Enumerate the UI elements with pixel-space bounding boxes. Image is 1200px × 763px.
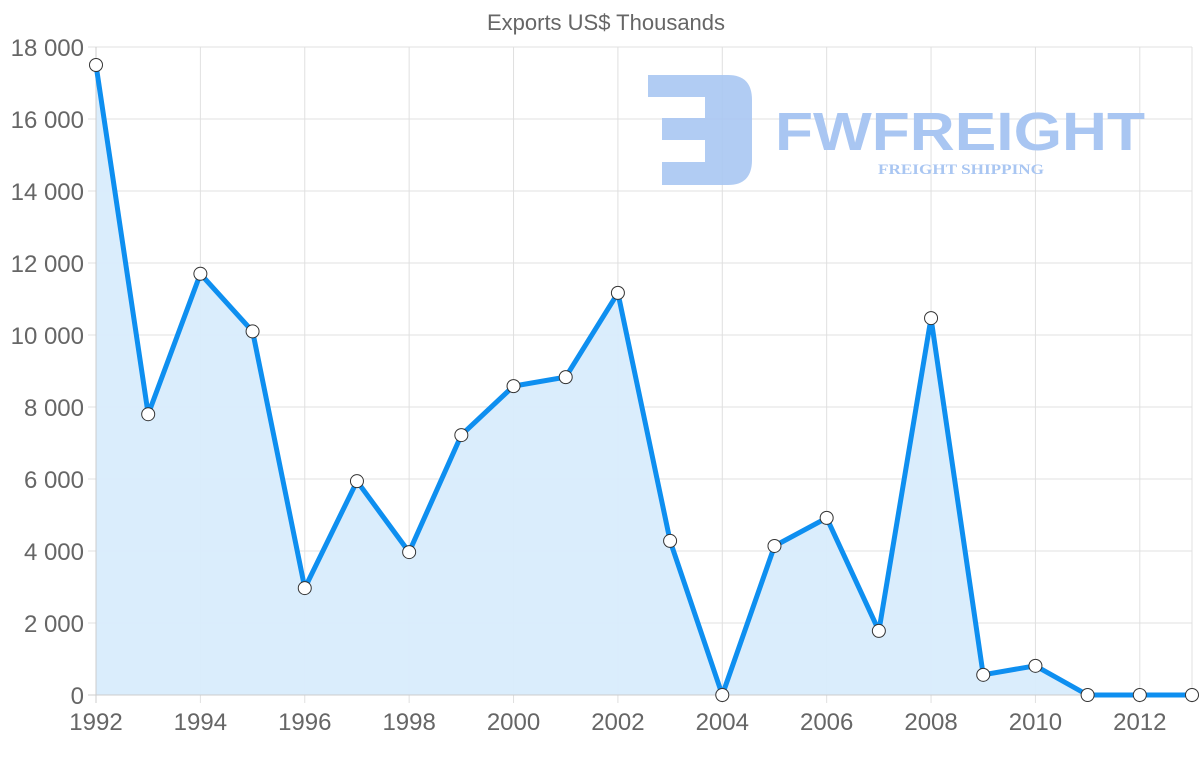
x-tick-label: 2000 [487, 709, 540, 736]
watermark-tagline: FREIGHT SHIPPING [878, 162, 1044, 178]
watermark-brand: FWFREIGHT [775, 102, 1145, 162]
data-point-2011[interactable] [1080, 688, 1095, 702]
axes [88, 47, 1192, 703]
x-tick-label: 2004 [696, 709, 749, 736]
chart-title: Exports US$ Thousands [487, 10, 725, 35]
logo-mark-icon [648, 75, 752, 185]
data-point-2012[interactable] [1132, 688, 1147, 702]
x-tick-label: 2010 [1009, 709, 1062, 736]
x-tick-label: 1992 [69, 709, 122, 736]
x-tick-label: 1994 [174, 709, 227, 736]
data-point-1993[interactable] [141, 407, 156, 422]
data-point-1997[interactable] [349, 474, 364, 489]
y-tick-label: 12 000 [11, 251, 84, 278]
area-fill [96, 65, 1192, 695]
x-tick-label: 2002 [591, 709, 644, 736]
x-tick-label: 1998 [382, 709, 435, 736]
data-point-2005[interactable] [767, 538, 782, 553]
data-point-2006[interactable] [819, 510, 834, 525]
y-tick-label: 2 000 [24, 611, 84, 638]
data-point-2007[interactable] [871, 623, 886, 638]
y-tick-label: 8 000 [24, 395, 84, 422]
data-point-2000[interactable] [506, 379, 521, 394]
data-point-2008[interactable] [924, 311, 939, 326]
data-point-1998[interactable] [402, 545, 417, 560]
y-tick-label: 14 000 [11, 179, 84, 206]
y-tick-label: 4 000 [24, 539, 84, 566]
data-point-1995[interactable] [245, 324, 260, 339]
y-tick-label: 10 000 [11, 323, 84, 350]
data-line [93, 64, 1192, 698]
data-point-2004[interactable] [715, 688, 730, 702]
data-point-2010[interactable] [1028, 658, 1043, 673]
data-point-1994[interactable] [193, 266, 208, 281]
x-tick-label: 2012 [1113, 709, 1166, 736]
x-tick-label: 2008 [904, 709, 957, 736]
y-axis-ticks: 0 2 000 4 000 6 000 8 000 10 000 12 000 14 000 1… [11, 35, 84, 710]
data-point-2013[interactable] [1185, 688, 1199, 702]
data-point-1999[interactable] [454, 428, 469, 443]
data-point-1992[interactable] [89, 58, 103, 72]
data-point-2001[interactable] [558, 370, 573, 385]
y-tick-label: 6 000 [24, 467, 84, 494]
y-tick-label: 18 000 [11, 35, 84, 62]
data-point-1996[interactable] [297, 581, 312, 596]
y-tick-label: 0 [71, 683, 84, 710]
x-axis-ticks: 1992 1994 1996 1998 2000 2002 2004 2006 2008 2010… [69, 709, 1166, 736]
data-point-2002[interactable] [610, 285, 625, 300]
x-tick-label: 2006 [800, 709, 853, 736]
data-points [89, 58, 1199, 702]
data-point-2003[interactable] [663, 533, 678, 548]
data-point-2009[interactable] [976, 667, 991, 682]
watermark-logo: FWFREIGHT FREIGHT SHIPPING [648, 75, 1145, 185]
x-tick-label: 1996 [278, 709, 331, 736]
y-tick-label: 16 000 [11, 107, 84, 134]
